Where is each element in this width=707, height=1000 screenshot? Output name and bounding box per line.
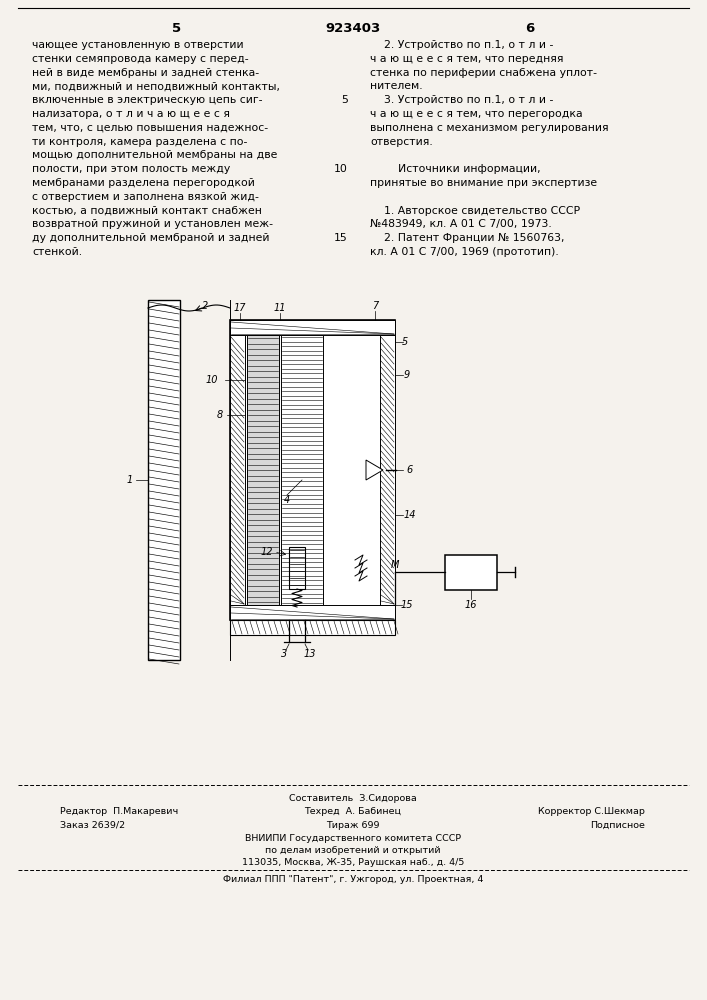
Text: 12: 12 [261,547,273,557]
Text: 10: 10 [206,375,218,385]
Text: ВНИИПИ Государственного комитета СССР: ВНИИПИ Государственного комитета СССР [245,834,461,843]
Text: 113035, Москва, Ж-35, Раушская наб., д. 4/5: 113035, Москва, Ж-35, Раушская наб., д. … [242,858,464,867]
Text: 11: 11 [274,303,286,313]
Text: Корректор С.Шекмар: Корректор С.Шекмар [538,807,645,816]
Text: 923403: 923403 [325,22,380,35]
Text: чающее установленную в отверстии: чающее установленную в отверстии [32,40,244,50]
Text: 13: 13 [304,649,316,659]
Text: выполнена с механизмом регулирования: выполнена с механизмом регулирования [370,123,609,133]
Text: Тираж 699: Тираж 699 [326,821,380,830]
Bar [230,320,395,335]
Text: ней в виде мембраны и задней стенка-: ней в виде мембраны и задней стенка- [32,68,259,78]
Text: 16: 16 [464,600,477,610]
Text: 1: 1 [127,475,133,485]
Text: 5: 5 [173,22,182,35]
Text: 2. Устройство по п.1, о т л и -: 2. Устройство по п.1, о т л и - [370,40,554,50]
Text: 7: 7 [372,301,378,311]
Text: 17: 17 [234,303,246,313]
Text: ч а ю щ е е с я тем, что передняя: ч а ю щ е е с я тем, что передняя [370,54,563,64]
Text: ми, подвижный и неподвижный контакты,: ми, подвижный и неподвижный контакты, [32,81,280,91]
Text: 3. Устройство по п.1, о т л и -: 3. Устройство по п.1, о т л и - [370,95,554,105]
Text: стенкой.: стенкой. [32,247,82,257]
Text: ду дополнительной мембраной и задней: ду дополнительной мембраной и задней [32,233,269,243]
Text: 14: 14 [404,510,416,520]
Text: M: M [391,560,399,570]
Text: 2. Патент Франции № 1560763,: 2. Патент Франции № 1560763, [370,233,564,243]
Text: 15: 15 [334,233,348,243]
Text: 8: 8 [217,410,223,420]
Text: 3: 3 [281,649,287,659]
Polygon shape [366,460,383,480]
Text: по делам изобретений и открытий: по делам изобретений и открытий [265,846,440,855]
Text: возвратной пружиной и установлен меж-: возвратной пружиной и установлен меж- [32,219,273,229]
Bar [148,300,180,660]
Text: 10: 10 [334,164,348,174]
Text: с отверстием и заполнена вязкой жид-: с отверстием и заполнена вязкой жид- [32,192,259,202]
Text: принятые во внимание при экспертизе: принятые во внимание при экспертизе [370,178,597,188]
Text: мощью дополнительной мембраны на две: мощью дополнительной мембраны на две [32,150,277,160]
Bar [289,547,305,589]
Text: Подписное: Подписное [590,821,645,830]
Text: ти контроля, камера разделена с по-: ти контроля, камера разделена с по- [32,137,247,147]
Text: нализатора, о т л и ч а ю щ е е с я: нализатора, о т л и ч а ю щ е е с я [32,109,230,119]
Bar [230,320,395,620]
Text: 2: 2 [202,301,208,311]
Text: 6: 6 [525,22,534,35]
Bar [281,335,323,605]
Text: 15: 15 [401,600,414,610]
Text: Редактор  П.Макаревич: Редактор П.Макаревич [60,807,178,816]
Text: ч а ю щ е е с я тем, что перегородка: ч а ю щ е е с я тем, что перегородка [370,109,583,119]
Text: №483949, кл. А 01 С 7/00, 1973.: №483949, кл. А 01 С 7/00, 1973. [370,219,551,229]
Text: кл. А 01 С 7/00, 1969 (прототип).: кл. А 01 С 7/00, 1969 (прототип). [370,247,559,257]
Text: Источники информации,: Источники информации, [370,164,541,174]
Text: мембранами разделена перегородкой: мембранами разделена перегородкой [32,178,255,188]
Text: костью, а подвижный контакт снабжен: костью, а подвижный контакт снабжен [32,206,262,216]
Bar [445,555,497,590]
Bar [230,605,395,620]
Text: 5: 5 [402,337,408,347]
Text: стенки семяпровода камеру с перед-: стенки семяпровода камеру с перед- [32,54,249,64]
Text: тем, что, с целью повышения надежнос-: тем, что, с целью повышения надежнос- [32,123,268,133]
Bar [380,335,395,605]
Text: включенные в электрическую цепь сиг-: включенные в электрическую цепь сиг- [32,95,262,105]
Text: Филиал ППП "Патент", г. Ужгород, ул. Проектная, 4: Филиал ППП "Патент", г. Ужгород, ул. Про… [223,875,483,884]
Text: Заказ 2639/2: Заказ 2639/2 [60,821,125,830]
Text: стенка по периферии снабжена уплот-: стенка по периферии снабжена уплот- [370,68,597,78]
Text: 6: 6 [407,465,413,475]
Text: 5: 5 [341,95,348,105]
Text: 9: 9 [404,370,410,380]
Bar [247,335,279,605]
Text: полости, при этом полость между: полости, при этом полость между [32,164,230,174]
Text: нителем.: нителем. [370,81,423,91]
Text: 4: 4 [284,495,290,505]
Bar [230,620,395,635]
Text: отверстия.: отверстия. [370,137,433,147]
Text: 1. Авторское свидетельство СССР: 1. Авторское свидетельство СССР [370,206,580,216]
Text: Техред  А. Бабинец: Техред А. Бабинец [305,807,402,816]
Bar [230,335,245,605]
Text: Составитель  З.Сидорова: Составитель З.Сидорова [289,794,417,803]
